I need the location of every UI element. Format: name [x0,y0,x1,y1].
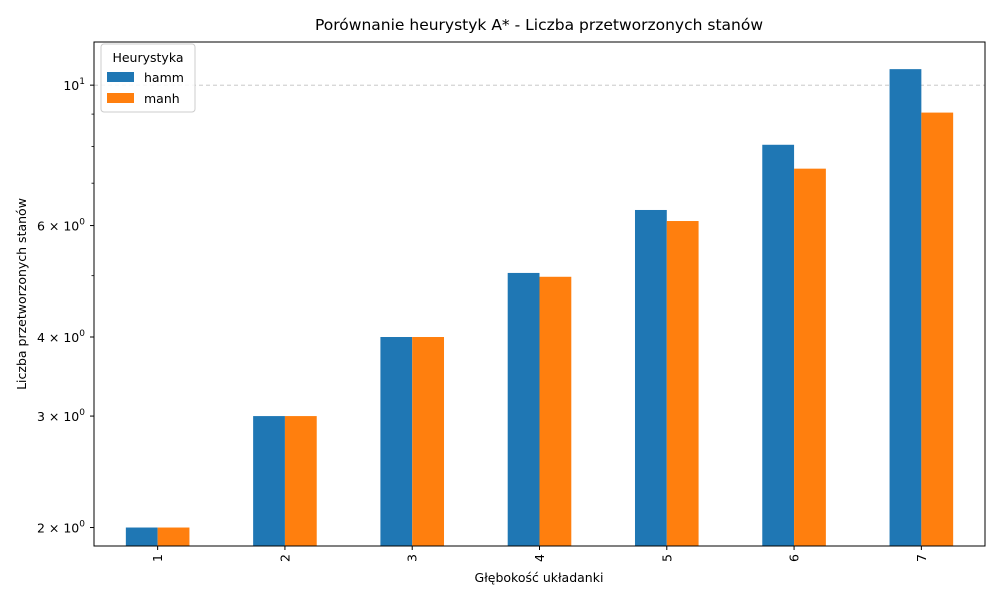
legend-label-hamm: hamm [144,70,184,85]
legend-label-manh: manh [144,91,180,106]
y-tick-label-3: 6 × 100 [37,218,85,234]
bar-hamm-4 [507,272,540,546]
bar-manh-4 [539,276,572,546]
chart-title: Porównanie heurystyk A* - Liczba przetwo… [315,16,763,34]
bar-manh-6 [794,168,826,546]
y-tick-label-0: 2 × 100 [37,520,85,536]
x-axis-label: Głębokość układanki [475,570,604,585]
x-tick-label-7: 7 [914,554,929,562]
legend-swatch-hamm [107,72,134,82]
y-tick-label-2: 4 × 100 [37,329,85,345]
bar-manh-3 [412,337,445,546]
bar-manh-5 [666,221,699,547]
y-tick-label-4: 101 [63,77,85,93]
bar-hamm-5 [634,209,667,547]
bar-manh-2 [284,416,317,546]
y-axis-label: Liczba przetworzonych stanów [14,198,29,390]
legend-title: Heurystyka [112,50,183,65]
legend-swatch-manh [107,93,134,103]
x-tick-label-1: 1 [150,554,165,562]
x-axis: 1 2 3 4 5 6 7 [150,546,929,562]
x-tick-label-2: 2 [277,554,292,562]
bars-layer [125,69,954,547]
y-axis: 2 × 100 3 × 100 4 × 100 6 × 100 101 [37,77,94,536]
bar-hamm-1 [125,527,158,546]
bar-hamm-7 [889,69,922,546]
x-tick-label-6: 6 [787,554,802,562]
bar-hamm-6 [762,144,795,547]
x-tick-label-4: 4 [532,554,547,562]
legend: Heurystyka hamm manh [100,43,196,113]
bar-hamm-2 [253,416,285,546]
bar-hamm-3 [380,337,413,546]
bar-manh-7 [921,112,954,546]
bar-manh-1 [157,527,190,546]
y-tick-label-1: 3 × 100 [37,408,85,424]
x-tick-label-3: 3 [405,554,420,562]
x-tick-label-5: 5 [659,554,674,562]
